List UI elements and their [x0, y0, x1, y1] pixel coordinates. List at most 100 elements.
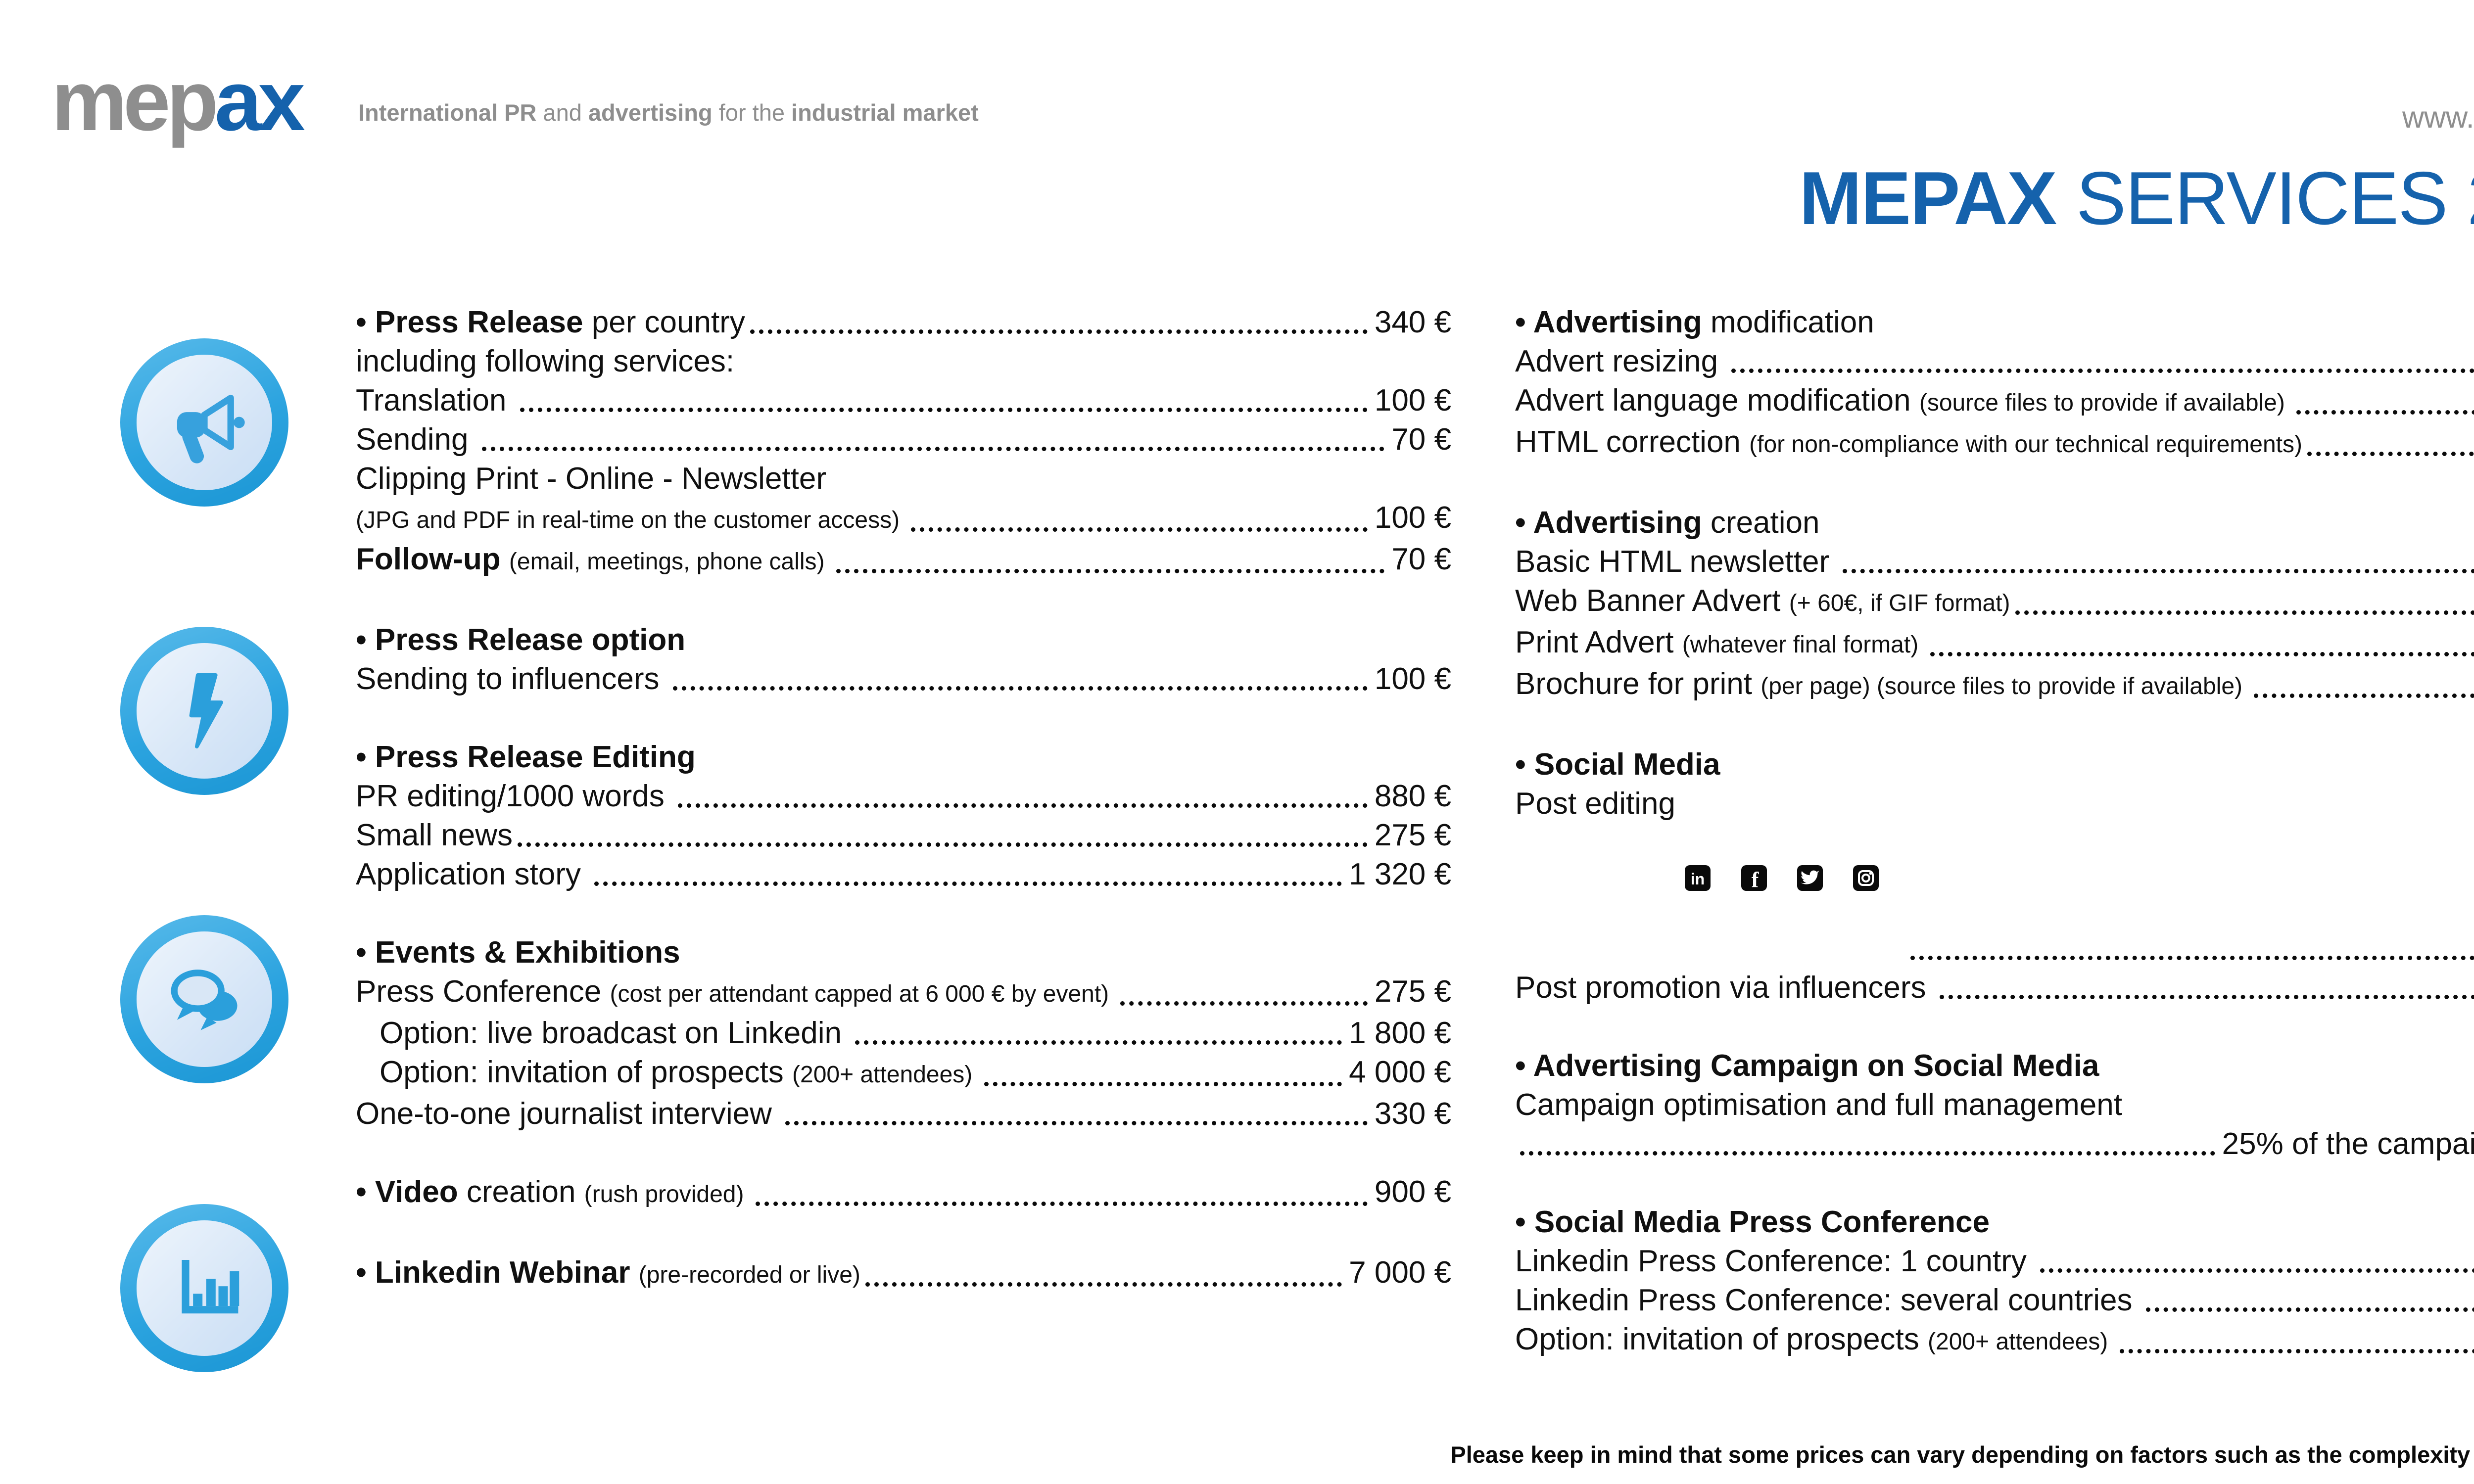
price-block: • Advertising modification Advert resizin…: [1515, 303, 2474, 464]
price-value: 1 800 €: [1349, 1016, 1451, 1050]
website-url[interactable]: www.mepax.com: [2402, 100, 2474, 134]
price-line: • Advertising Campaign on Social Media: [1515, 1046, 2474, 1085]
dot-leader: [1939, 995, 2474, 999]
instagram-icon: [1852, 786, 1903, 970]
label-segment: Sending to influencers: [356, 662, 668, 696]
label-segment: Linkedin Press Conference: 1 country: [1515, 1244, 2036, 1278]
price-value: 340 €: [1374, 305, 1451, 339]
label-segment: Linkedin Press Conference: several count…: [1515, 1283, 2141, 1317]
price-line: • Social Media: [1515, 745, 2474, 784]
facebook-icon: f: [1740, 786, 1791, 970]
label-segment: Print Advert: [1515, 625, 1682, 659]
price-line: • Social Media Press Conference: [1515, 1203, 2474, 1242]
price-value: 1 320 €: [1349, 857, 1451, 891]
price-line: • Linkedin Webinar (pre-recorded or live…: [356, 1253, 1451, 1295]
price-value: 25% of the campaign budget: [2222, 1127, 2474, 1161]
price-line: Web Banner Advert (+ 60€, if GIF format)…: [1515, 581, 2474, 623]
price-block: • Advertising creation Basic HTML newslet…: [1515, 503, 2474, 706]
dot-leader: [2254, 694, 2474, 698]
label-segment: (200+ attendees): [792, 1062, 979, 1088]
price-value: 4 000 €: [1349, 1055, 1451, 1089]
label-segment: (+ 60€, if GIF format): [1789, 590, 2010, 616]
price-line: Print Advert (whatever final format) 300…: [1515, 623, 2474, 664]
lightning-badge: [120, 627, 288, 795]
label-segment: for the: [712, 99, 792, 126]
linkedin-icon: in: [1684, 786, 1735, 970]
label-segment: • Press Release Editing: [356, 740, 696, 774]
logo-ax: ax: [214, 53, 305, 148]
dot-leader: [520, 408, 1368, 412]
price-value: 100 €: [1374, 501, 1451, 535]
label-segment: (for non-compliance with our technical r…: [1749, 431, 2302, 458]
dot-leader: [984, 1082, 1342, 1086]
dot-leader: [836, 569, 1385, 573]
dot-leader: [750, 329, 1368, 334]
label-segment: (JPG and PDF in real-time on the custome…: [356, 507, 906, 533]
label-segment: Clipping Print - Online - Newsletter: [356, 462, 827, 496]
price-line: One-to-one journalist interview 330 €: [356, 1094, 1451, 1133]
price-line: • Advertising creation: [1515, 503, 2474, 542]
price-line: Linkedin Press Conference: several count…: [1515, 1281, 2474, 1320]
dot-leader: [672, 686, 1368, 691]
label-segment: Application story: [356, 857, 590, 891]
bar-chart-badge-inner: [137, 1220, 272, 1356]
logo-mep: mep: [51, 53, 219, 148]
label-segment: creation: [458, 1175, 584, 1209]
label-segment: creation: [1702, 506, 1820, 540]
dot-leader: [2296, 410, 2474, 415]
dot-leader: [2145, 1307, 2474, 1312]
price-line: Option: live broadcast on Linkedin 1 800…: [356, 1014, 1451, 1053]
label-segment: Translation: [356, 383, 515, 417]
price-line: Post editing in f 80 €: [1515, 784, 2474, 968]
price-value: 70 €: [1391, 422, 1451, 457]
disclaimer: Please keep in mind that some prices can…: [1450, 1441, 2474, 1468]
dot-leader: [678, 803, 1368, 808]
label-segment: Brochure for print: [1515, 667, 1761, 701]
price-line: including following services:: [356, 342, 1451, 381]
label-segment: HTML correction: [1515, 425, 1750, 459]
price-block: • Press Release option Sending to influen…: [356, 620, 1451, 698]
title-rest: SERVICES 2025: [2076, 156, 2474, 240]
price-block: • Events & Exhibitions Press Conference (…: [356, 933, 1451, 1133]
megaphone-badge-inner: [137, 355, 272, 490]
label-segment: • Advertising: [1515, 506, 1702, 540]
dot-leader: [1910, 956, 2474, 960]
label-segment: advertising: [588, 99, 713, 126]
price-line: HTML correction (for non-compliance with…: [1515, 422, 2474, 464]
label-segment: (rush provided): [584, 1181, 751, 1207]
price-block: • Linkedin Webinar (pre-recorded or live…: [356, 1253, 1451, 1295]
label-segment: • Video: [356, 1175, 458, 1209]
label-segment: Follow-up: [356, 542, 509, 576]
price-value: 330 €: [1374, 1097, 1451, 1131]
label-segment: Web Banner Advert: [1515, 584, 1789, 618]
price-line: Small news 275 €: [356, 816, 1451, 855]
label-segment: • Advertising Campaign on Social Media: [1515, 1049, 2099, 1083]
price-line: Press Conference (cost per attendant cap…: [356, 972, 1451, 1014]
label-segment: Press Conference: [356, 974, 610, 1009]
label-segment: Option: invitation of prospects: [380, 1055, 793, 1089]
bar-chart-icon: [182, 1260, 239, 1314]
price-line: Sending to influencers 100 €: [356, 659, 1451, 698]
price-line: • Press Release per country 340 €: [356, 303, 1451, 342]
label-segment: (email, meetings, phone calls): [509, 549, 831, 575]
tagline: International PR and advertising for the…: [358, 99, 979, 126]
label-segment: International PR: [358, 99, 537, 126]
price-value: 7 000 €: [1349, 1255, 1451, 1290]
price-block: • Press Release Editing PR editing/1000 w…: [356, 738, 1451, 894]
price-line: Sending 70 €: [356, 420, 1451, 459]
label-segment: and: [536, 99, 588, 126]
price-line: • Press Release option: [356, 620, 1451, 659]
dot-leader: [2040, 1268, 2474, 1273]
label-segment: • Social Media Press Conference: [1515, 1205, 1990, 1239]
price-value: 70 €: [1391, 542, 1451, 576]
label-segment: Basic HTML newsletter: [1515, 545, 1838, 579]
svg-text:f: f: [1751, 868, 1759, 892]
label-segment: Campaign optimisation and full managemen…: [1515, 1088, 2122, 1122]
dot-leader: [2307, 452, 2474, 456]
mepax-logo: mepax: [51, 58, 305, 143]
dot-leader: [1930, 652, 2474, 656]
dot-leader: [594, 881, 1342, 886]
dot-leader: [755, 1202, 1368, 1206]
price-block: • Press Release per country 340 € includin…: [356, 303, 1451, 581]
